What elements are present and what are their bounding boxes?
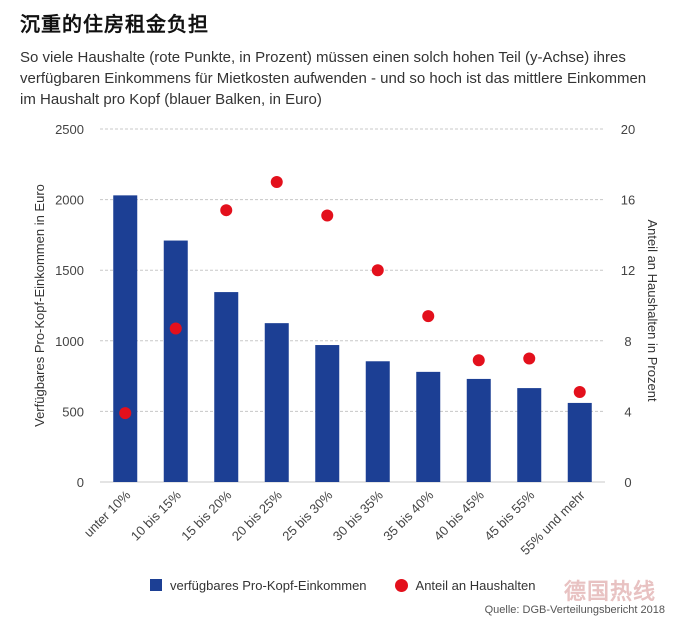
y2-tick-label: 12 xyxy=(621,263,635,278)
y-tick-label: 500 xyxy=(62,404,84,419)
y-tick-label: 2000 xyxy=(55,193,84,208)
legend-item-dots: Anteil an Haushalten xyxy=(394,577,536,593)
bar-series xyxy=(113,195,592,482)
legend: verfügbares Pro-Kopf-Einkommen Anteil an… xyxy=(150,575,564,595)
bar xyxy=(567,402,592,482)
y2-axis-title: Anteil an Haushalten in Prozent xyxy=(645,219,660,402)
scatter-point xyxy=(119,407,132,420)
chart-title: 沉重的住房租金负担 xyxy=(20,12,209,36)
bar xyxy=(416,371,441,482)
legend-bar-label: verfügbares Pro-Kopf-Einkommen xyxy=(170,577,367,593)
y-tick-label: 1500 xyxy=(55,263,84,278)
legend-item-bars: verfügbares Pro-Kopf-Einkommen xyxy=(150,578,367,593)
x-tick-label: 35 bis 40% xyxy=(380,487,436,543)
x-tick-label: 20 bis 25% xyxy=(229,487,285,543)
axis-titles: Verfügbares Pro-Kopf-Einkommen in Euro An… xyxy=(32,184,660,427)
legend-bar-swatch xyxy=(150,579,162,591)
y-axis-title: Verfügbares Pro-Kopf-Einkommen in Euro xyxy=(32,184,47,427)
watermark-logo: 德国热线 xyxy=(564,580,657,605)
scatter-point xyxy=(472,354,485,367)
scatter-point xyxy=(371,264,384,277)
legend-dot-label: Anteil an Haushalten xyxy=(415,577,536,593)
scatter-point xyxy=(220,204,233,217)
scatter-point xyxy=(422,310,435,323)
scatter-point xyxy=(321,209,334,222)
scatter-point xyxy=(270,175,283,188)
bar xyxy=(517,388,542,482)
bar xyxy=(466,378,491,482)
scatter-point xyxy=(573,385,586,398)
x-tick-label: unter 10% xyxy=(81,487,134,540)
x-tick-label: 15 bis 20% xyxy=(178,487,234,543)
bar xyxy=(315,345,340,482)
tick-labels: 0 500 1000 1500 2000 2500 0 4 8 12 16 20 unter 10%10… xyxy=(55,122,635,558)
y-tick-label: 2500 xyxy=(55,122,84,137)
source-note: Quelle: DGB-Verteilungsbericht 2018 xyxy=(484,604,665,616)
x-tick-label: 25 bis 30% xyxy=(279,487,335,543)
y2-tick-label: 8 xyxy=(624,334,631,349)
legend-dot-swatch xyxy=(394,578,408,592)
bar xyxy=(365,361,390,482)
y2-tick-label: 16 xyxy=(621,193,635,208)
bar xyxy=(163,240,188,482)
scatter-point xyxy=(523,352,536,365)
y-tick-label: 1000 xyxy=(55,334,84,349)
bar xyxy=(264,323,289,482)
x-tick-label: 10 bis 15% xyxy=(128,487,184,543)
dot-series xyxy=(119,175,586,420)
y2-tick-label: 0 xyxy=(624,475,631,490)
y2-tick-label: 20 xyxy=(621,122,635,137)
x-tick-label: 40 bis 45% xyxy=(431,487,487,543)
bar xyxy=(214,292,239,482)
bar xyxy=(113,195,138,482)
chart-subtitle: So viele Haushalte (rote Punkte, in Proz… xyxy=(20,49,647,108)
scatter-point xyxy=(169,322,182,335)
x-tick-label: 30 bis 35% xyxy=(330,487,386,543)
y2-tick-label: 4 xyxy=(624,404,631,419)
y-tick-label: 0 xyxy=(77,475,84,490)
